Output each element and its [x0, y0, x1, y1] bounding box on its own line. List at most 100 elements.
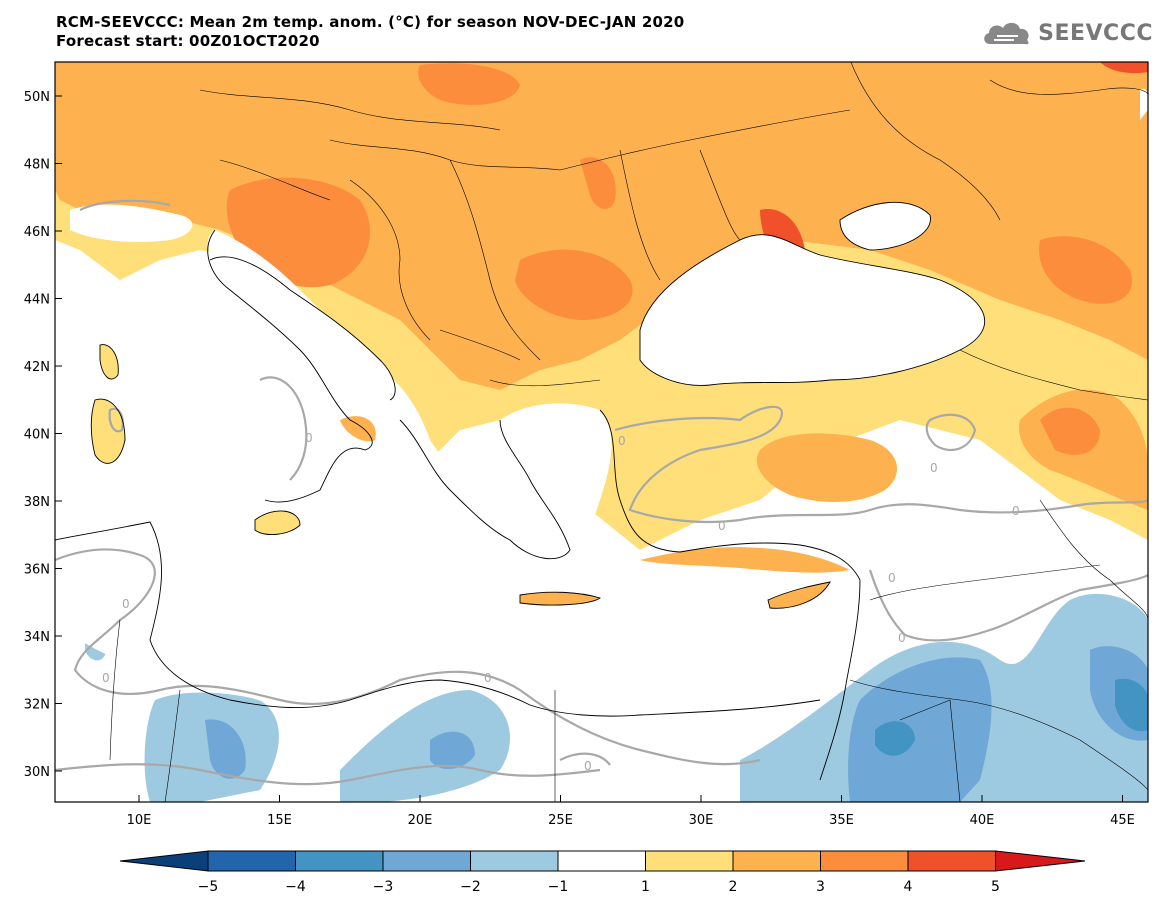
colorbar-cell: [470, 850, 559, 872]
colorbar-tick-label: −3: [373, 879, 394, 895]
cyprus-coast: [767, 581, 831, 609]
colorbar: −5 −4 −3 −2 −1 1 2 3 4 5: [119, 850, 1086, 895]
lat-label: 30N: [24, 765, 50, 780]
cloud-icon: [984, 22, 1029, 45]
colorbar-tick-label: 3: [816, 879, 825, 895]
cool-area-1-egypt: [340, 690, 510, 802]
lat-label: 36N: [24, 563, 50, 578]
lon-label: 20E: [408, 813, 433, 828]
crete-coast: [519, 591, 602, 606]
lat-label: 38N: [24, 495, 50, 510]
seevccc-logo: SEEVCCC: [980, 18, 1153, 48]
cool-area-2-libya: [205, 719, 246, 779]
contour-label: 0: [718, 519, 726, 533]
colorbar-high-extend: [995, 850, 1086, 872]
cool-area-3-levant: [875, 721, 915, 756]
warm-area-3-romania: [580, 157, 616, 210]
sicily-coast: [254, 510, 301, 536]
sardinia: [91, 399, 125, 464]
contour-italy: [259, 376, 308, 481]
lat-label: 46N: [24, 225, 50, 240]
lat-label: 42N: [24, 360, 50, 375]
lat-label: 32N: [24, 698, 50, 713]
colorbar-cell: [382, 850, 471, 872]
lon-label: 25E: [548, 813, 573, 828]
anomaly-field: [55, 62, 1148, 802]
contour-label: 0: [930, 461, 938, 475]
levant-coast: [819, 579, 861, 781]
sardinia-coast: [90, 398, 126, 464]
colorbar-tick-label: 1: [641, 879, 650, 895]
contour-label: 0: [584, 759, 592, 773]
italy-heel: [340, 416, 376, 442]
lat-label: 48N: [24, 158, 50, 173]
contour-label: 0: [898, 631, 906, 645]
warm-area-2: [55, 62, 1148, 390]
po-valley: [70, 204, 193, 242]
sea-of-azov: [840, 202, 931, 250]
corsica-coast: [99, 344, 119, 380]
colorbar-tick-label: −4: [285, 879, 306, 895]
aegean-sea: [497, 403, 612, 570]
colorbar-cell: [732, 850, 821, 872]
warm-area-3-caucasus: [1039, 236, 1132, 304]
colorbar-tick-label: −5: [198, 879, 219, 895]
title-line-2: Forecast start: 00Z01OCT2020: [56, 32, 320, 50]
tyrrhenian-sea: [120, 338, 291, 517]
warm-area-3-north: [418, 63, 520, 105]
map-title: RCM-SEEVCCC: Mean 2m temp. anom. (°C) fo…: [56, 13, 684, 51]
contour-africa-north: [55, 548, 761, 766]
colorbar-tick-label: −2: [460, 879, 481, 895]
contour-levant: [868, 569, 1148, 642]
cool-area-2-levant: [848, 657, 992, 802]
lat-label: 34N: [24, 630, 50, 645]
africa-coast: [55, 521, 821, 717]
contour-alps: [79, 199, 171, 211]
warm-area-3-balkans: [515, 249, 633, 320]
lat-label: 40N: [24, 428, 50, 443]
lon-label: 40E: [970, 813, 995, 828]
black-sea-coast: [639, 234, 986, 386]
logo-text: SEEVCCC: [1038, 20, 1153, 46]
cool-area-2-egypt: [430, 731, 475, 770]
lon-axis: 10E 15E 20E 25E 30E 35E 40E 45E: [127, 795, 1135, 828]
colorbar-cell: [207, 850, 296, 872]
contour-turkey: [614, 405, 1148, 524]
mediterranean-sea: [55, 230, 860, 719]
contour-turkey-east: [925, 413, 977, 452]
lat-label: 50N: [24, 90, 50, 105]
adriatic-sea: [208, 256, 396, 400]
contour-label: 0: [484, 671, 492, 685]
colorbar-cell: [645, 850, 734, 872]
crete: [520, 592, 600, 606]
coastlines: [55, 201, 986, 781]
colorbar-cell: [907, 850, 996, 872]
cool-area-3-east: [1115, 678, 1148, 732]
turkey-coast: [640, 547, 850, 573]
azov-coast: [839, 201, 931, 251]
colorbar-cell: [295, 850, 384, 872]
colorbar-low-extend: [119, 850, 209, 872]
cyprus: [768, 582, 830, 609]
turkey-coast-line: [599, 409, 861, 581]
colorbar-cell: [557, 850, 646, 872]
colorbar-tick-label: 5: [991, 879, 1000, 895]
contour-label: 0: [888, 571, 896, 585]
contour-label: 0: [618, 434, 626, 448]
contour-label: 0: [305, 431, 313, 445]
black-sea: [640, 234, 985, 386]
lon-label: 15E: [267, 813, 292, 828]
map-frame: [54, 61, 1149, 803]
lat-axis: 50N 48N 46N 44N 42N 40N 38N 36N 34N 32N 30N: [24, 90, 62, 780]
title-line-1: RCM-SEEVCCC: Mean 2m temp. anom. (°C) fo…: [56, 13, 685, 31]
contour-africa-south: [55, 763, 601, 786]
corsica: [100, 344, 119, 380]
contour-label: 0: [122, 597, 130, 611]
contour-label: 0: [1012, 504, 1020, 518]
colorbar-cell: [820, 850, 909, 872]
colorbar-tick-label: 4: [904, 879, 913, 895]
lat-label: 44N: [24, 293, 50, 308]
colorbar-tick-label: −1: [548, 879, 569, 895]
colorbar-tick-label: 2: [729, 879, 738, 895]
